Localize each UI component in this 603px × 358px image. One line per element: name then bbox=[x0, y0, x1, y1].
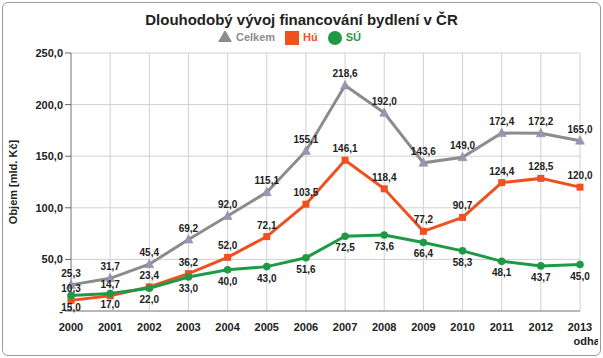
svg-text:66,4: 66,4 bbox=[414, 248, 434, 259]
svg-text:15,0: 15,0 bbox=[61, 302, 81, 313]
html-text:Dlouhodobý vývoj financování b: Dlouhodobý vývoj financování bydlení v Č… bbox=[145, 11, 458, 28]
svg-text:73,6: 73,6 bbox=[374, 241, 394, 252]
svg-text:77,2: 77,2 bbox=[414, 214, 434, 225]
svg-text:92,0: 92,0 bbox=[218, 199, 238, 210]
svg-text:17,0: 17,0 bbox=[100, 299, 120, 310]
svg-text:72,5: 72,5 bbox=[335, 242, 355, 253]
svg-text:124,4: 124,4 bbox=[489, 166, 514, 177]
svg-text:2007: 2007 bbox=[333, 321, 357, 333]
svg-text:218,6: 218,6 bbox=[333, 68, 358, 79]
svg-text:48,1: 48,1 bbox=[492, 267, 512, 278]
svg-text:22,0: 22,0 bbox=[140, 294, 160, 305]
html-text:SÚ: SÚ bbox=[345, 31, 361, 43]
svg-text:36,2: 36,2 bbox=[179, 257, 199, 268]
svg-text:192,0: 192,0 bbox=[372, 96, 397, 107]
svg-text:Objem [mld. Kč]: Objem [mld. Kč] bbox=[8, 139, 19, 224]
svg-text:2006: 2006 bbox=[294, 321, 318, 333]
svg-text:69,2: 69,2 bbox=[179, 223, 199, 234]
svg-text:45,4: 45,4 bbox=[140, 247, 160, 258]
svg-text:2009: 2009 bbox=[411, 321, 435, 333]
svg-text:10,3: 10,3 bbox=[61, 283, 81, 294]
html-text:Celkem: Celkem bbox=[236, 31, 276, 43]
svg-text:40,0: 40,0 bbox=[218, 276, 238, 287]
svg-text:90,7: 90,7 bbox=[453, 200, 473, 211]
svg-text:72,1: 72,1 bbox=[257, 220, 277, 231]
svg-text:51,6: 51,6 bbox=[296, 264, 316, 275]
svg-text:118,4: 118,4 bbox=[372, 172, 397, 183]
svg-text:149,0: 149,0 bbox=[450, 140, 475, 151]
svg-text:115,1: 115,1 bbox=[255, 175, 280, 186]
svg-text:172,2: 172,2 bbox=[528, 116, 553, 127]
svg-text:2013: 2013 bbox=[568, 321, 592, 333]
svg-text:2011: 2011 bbox=[490, 321, 514, 333]
html-text:Hú: Hú bbox=[303, 31, 318, 43]
svg-text:2000: 2000 bbox=[59, 321, 83, 333]
svg-text:2005: 2005 bbox=[255, 321, 279, 333]
svg-text:50,0: 50,0 bbox=[42, 253, 63, 265]
svg-text:45,0: 45,0 bbox=[570, 271, 590, 282]
svg-text:100,0: 100,0 bbox=[35, 202, 63, 214]
svg-text:155,1: 155,1 bbox=[293, 134, 318, 145]
svg-text:23,4: 23,4 bbox=[140, 270, 160, 281]
svg-text:2002: 2002 bbox=[137, 321, 161, 333]
svg-text:250,0: 250,0 bbox=[35, 47, 63, 59]
svg-text:120,0: 120,0 bbox=[567, 170, 592, 181]
svg-text:200,0: 200,0 bbox=[35, 99, 63, 111]
svg-text:odhad: odhad bbox=[574, 335, 596, 347]
svg-text:52,0: 52,0 bbox=[218, 240, 238, 251]
svg-text:43,0: 43,0 bbox=[257, 273, 277, 284]
svg-text:2001: 2001 bbox=[98, 321, 122, 333]
svg-text:146,1: 146,1 bbox=[333, 143, 358, 154]
svg-text:33,0: 33,0 bbox=[179, 283, 199, 294]
svg-text:2010: 2010 bbox=[450, 321, 474, 333]
svg-text:14,7: 14,7 bbox=[100, 279, 120, 290]
svg-text:172,4: 172,4 bbox=[489, 116, 514, 127]
svg-text:43,7: 43,7 bbox=[531, 272, 551, 283]
svg-text:2004: 2004 bbox=[215, 321, 240, 333]
svg-text:128,5: 128,5 bbox=[528, 161, 553, 172]
svg-text:165,0: 165,0 bbox=[567, 124, 592, 135]
svg-text:25,3: 25,3 bbox=[61, 268, 81, 279]
svg-text:58,3: 58,3 bbox=[453, 257, 473, 268]
svg-text:2003: 2003 bbox=[176, 321, 200, 333]
svg-text:31,7: 31,7 bbox=[100, 261, 120, 272]
svg-text:2012: 2012 bbox=[529, 321, 553, 333]
svg-text:103,5: 103,5 bbox=[293, 187, 318, 198]
svg-text:150,0: 150,0 bbox=[35, 150, 63, 162]
svg-text:143,6: 143,6 bbox=[411, 146, 436, 157]
svg-text:2008: 2008 bbox=[372, 321, 396, 333]
